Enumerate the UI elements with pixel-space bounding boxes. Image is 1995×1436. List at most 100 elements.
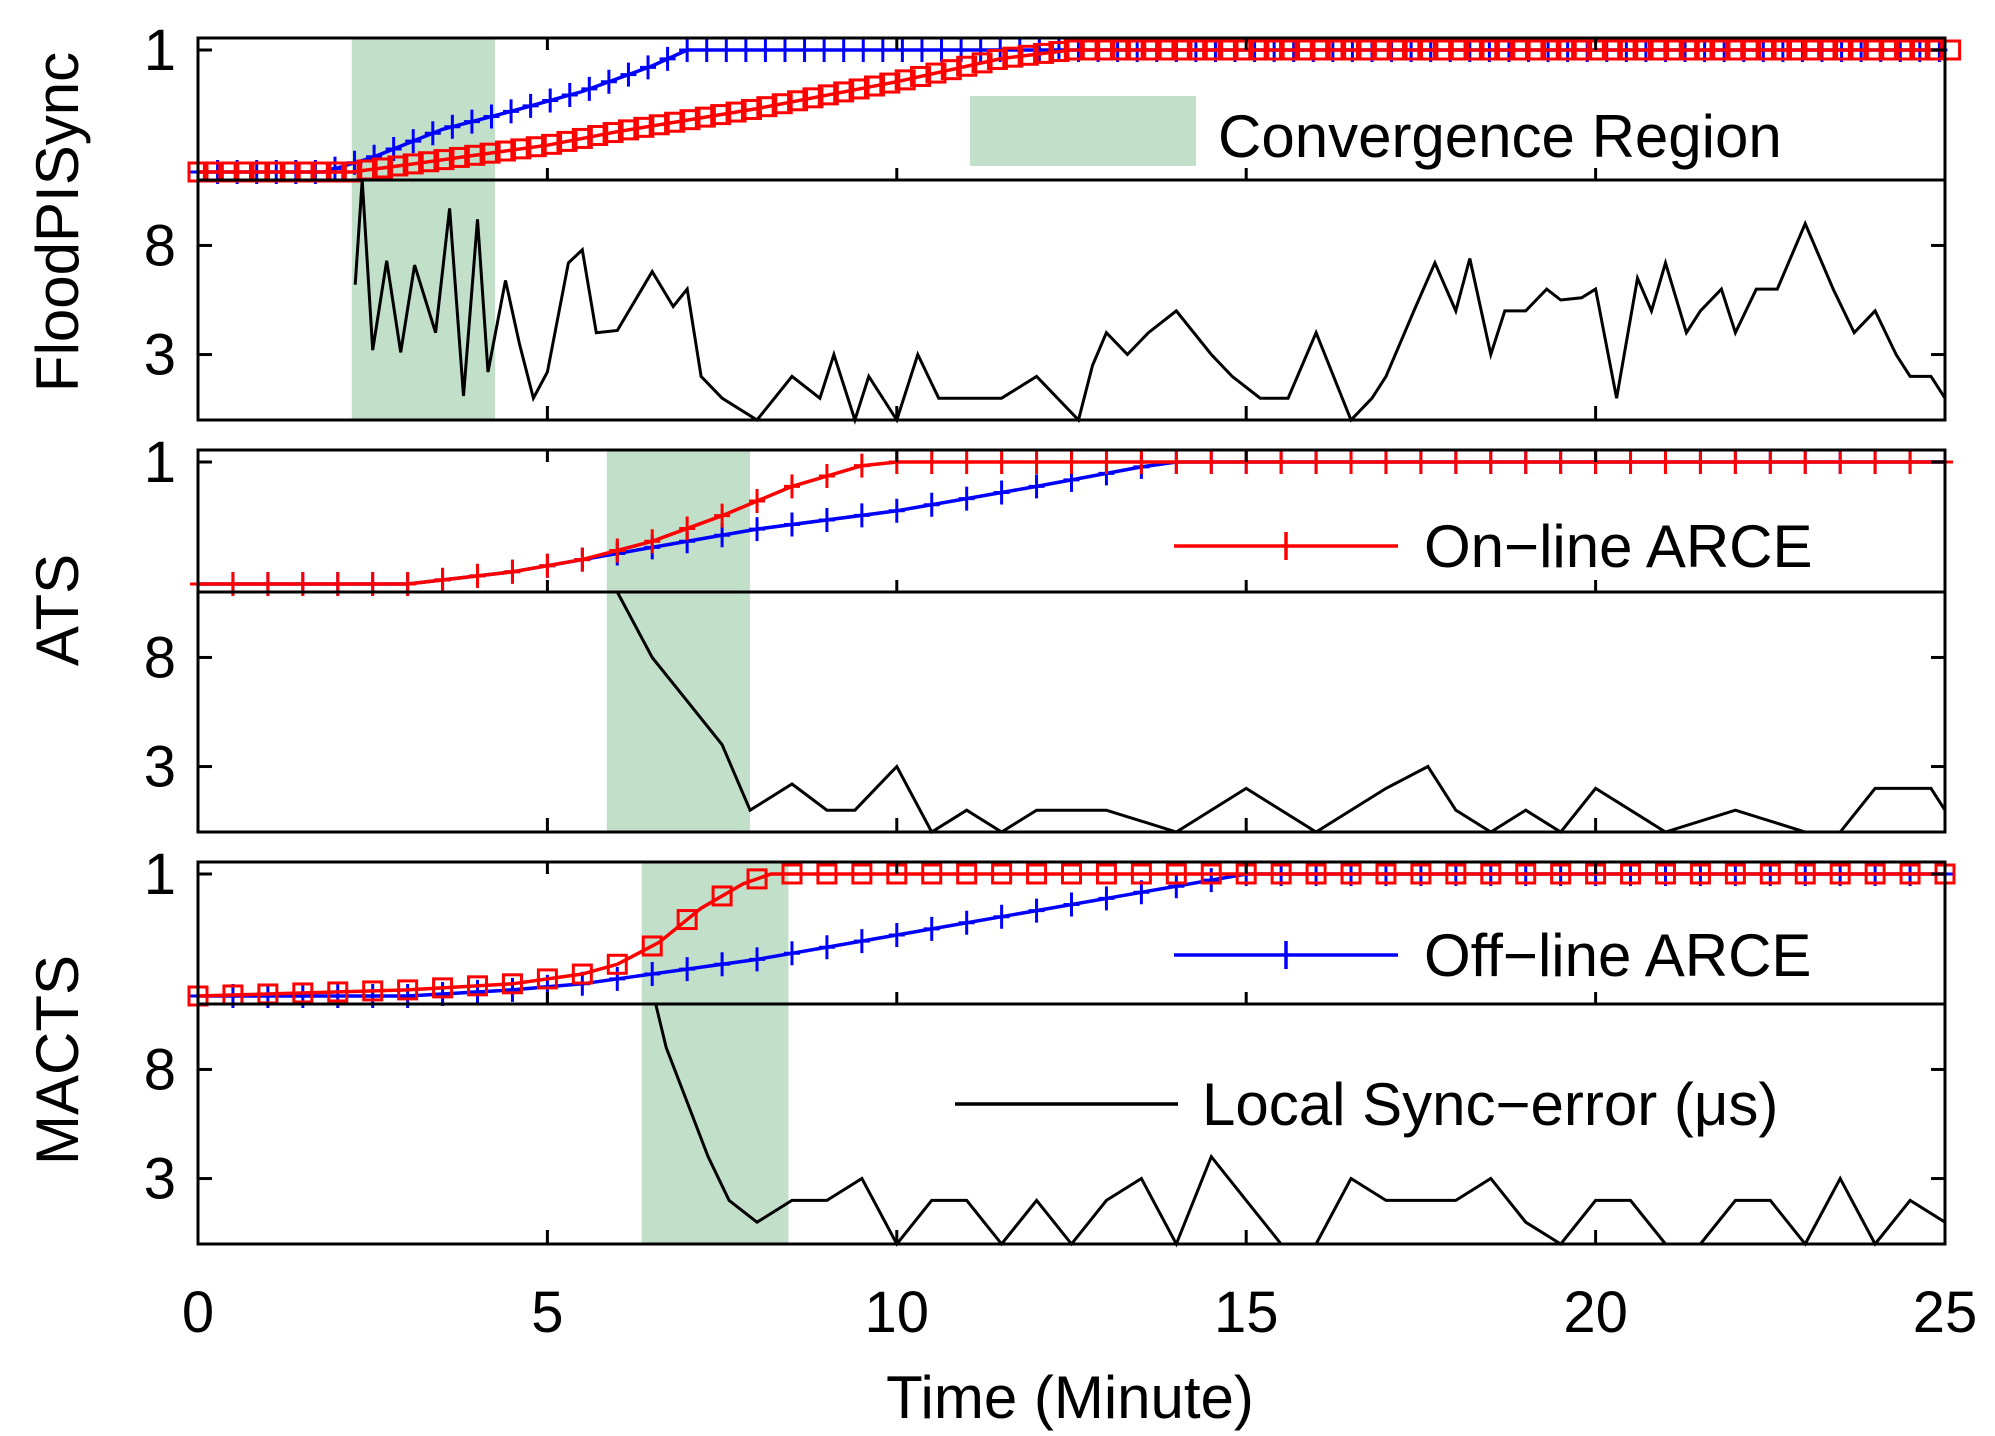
online-series-marker [1232,39,1254,61]
online-series-marker [1279,39,1301,61]
online-series-marker [714,503,731,528]
offline-series-marker [561,82,578,107]
x-tick-label: 20 [1563,1280,1628,1345]
online-series-marker [1002,46,1024,68]
online-series-marker [1571,39,1593,61]
online-series-marker [1525,39,1547,61]
online-series-marker [448,146,470,168]
panel-floodpisync: 1 8 3 FloodPISync [24,18,1962,425]
online-series-marker [571,127,593,149]
offline-series-marker [483,104,500,129]
online-series-marker [1762,450,1779,474]
offline-series-marker [503,99,520,124]
legend-convergence-label: Convergence Region [1218,103,1782,170]
legend-convergence-swatch [970,96,1196,166]
online-series-marker [1902,450,1919,474]
offline-series-marker [933,38,950,62]
offline-series-marker [714,952,731,977]
offline-series-marker [855,38,872,62]
online-series-marker [587,124,609,146]
online-series-marker [1309,39,1331,61]
online-series-marker [1125,39,1147,61]
online-series-marker [574,547,591,572]
online-series-marker [432,977,454,999]
error-series-line [615,591,1947,835]
online-series-marker [746,868,768,890]
online-series-marker [1063,39,1085,61]
online-series-marker [1202,39,1224,61]
online-series-marker [1878,39,1900,61]
online-series-marker [710,104,732,126]
y-tick-label: 3 [144,323,176,388]
online-series-marker [853,453,870,478]
legend-error-label: Local Sync−error (μs) [1202,1071,1778,1138]
online-series-marker [1540,39,1562,61]
offline-series-marker [620,62,637,87]
online-series-marker [1410,863,1432,885]
online-series-marker [1343,450,1360,474]
legend-layer: Convergence Region On−line ARCE Off−line… [955,96,1813,1138]
offline-series-marker [853,929,870,954]
online-series-marker [1094,39,1116,61]
online-series-marker [1864,863,1886,885]
online-series-marker [1412,450,1429,474]
x-tick-label: 15 [1214,1280,1279,1345]
offline-series-marker [1098,886,1115,911]
x-axis: Time (Minute) 0 5 10 15 20 25 [182,1280,1977,1431]
online-series-marker [1109,39,1131,61]
offline-series-marker [796,38,813,62]
offline-series-marker [818,507,835,532]
online-series-marker [1445,863,1467,885]
offline-series-marker [1203,868,1220,893]
offline-series-marker [581,76,598,101]
online-series-marker [1095,863,1117,885]
online-series-marker [433,149,455,171]
online-series-marker [1133,450,1150,474]
online-series-marker [1171,39,1193,61]
online-series-marker [1417,39,1439,61]
offline-series-marker [835,38,852,62]
online-series-marker [292,982,314,1004]
online-series-marker [1770,39,1792,61]
online-series-marker [1509,39,1531,61]
online-series-marker [648,114,670,136]
offline-series-marker [718,38,735,62]
online-series-marker [1482,450,1499,474]
online-series-marker [993,450,1010,474]
online-series-marker [923,450,940,474]
online-series-marker [467,975,489,997]
online-series-marker [958,450,975,474]
panel-macts: 1 8 3 MACTS [24,842,1956,1248]
online-series-marker [783,474,800,499]
online-series-marker [1724,863,1746,885]
offline-series-marker [993,480,1010,505]
offline-series-marker [923,916,940,941]
offline-series-marker [679,957,696,982]
panels-layer: 1 8 3 FloodPISync 1 8 3 ATS 1 8 3 MACTS [24,18,1962,1248]
online-series-marker [479,142,501,164]
online-series-marker [1200,863,1222,885]
legend-online-label: On−line ARCE [1424,513,1813,580]
offline-series-marker [958,486,975,511]
offline-series-marker [749,947,766,972]
online-series-marker [851,863,873,885]
online-series-marker [469,563,486,588]
online-series-marker [771,93,793,115]
online-series-marker [817,84,839,106]
panel-label: FloodPISync [24,52,91,392]
online-series-marker [1663,39,1685,61]
convergence-region [641,862,789,1244]
online-series-marker [1156,39,1178,61]
panel-ats: 1 8 3 ATS [24,430,1953,835]
offline-series-marker [1168,874,1185,899]
online-series-marker [879,72,901,94]
online-series-marker [1308,450,1325,474]
offline-series-marker [958,910,975,935]
online-series-marker [1847,39,1869,61]
online-series-marker [633,116,655,138]
online-series-marker [617,119,639,141]
online-series-marker [725,101,747,123]
offline-series-marker [972,38,989,62]
online-series-marker [1517,450,1534,474]
online-series-marker [1270,863,1292,885]
